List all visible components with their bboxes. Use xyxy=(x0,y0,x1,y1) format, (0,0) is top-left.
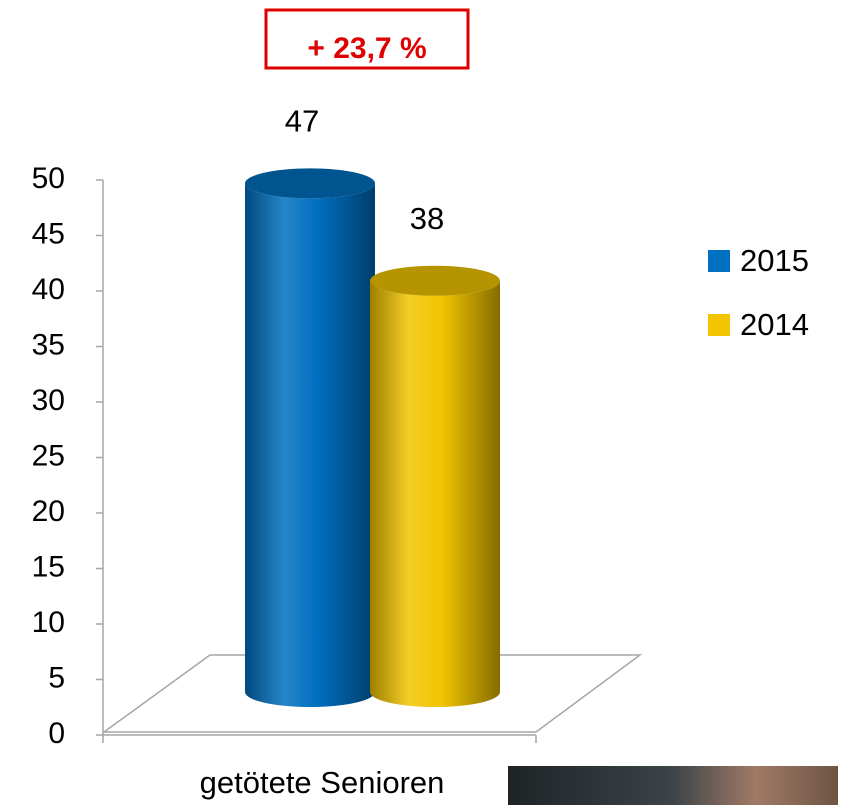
data-label: 47 xyxy=(285,104,319,139)
y-tick-label: 40 xyxy=(32,273,65,306)
bar xyxy=(370,280,500,707)
legend-label: 2015 xyxy=(740,243,809,278)
annotation-box xyxy=(264,8,470,70)
legend-label: 2014 xyxy=(740,307,809,342)
y-tick-label: 50 xyxy=(32,162,65,195)
y-tick-label: 30 xyxy=(32,384,65,417)
bar-top xyxy=(370,265,500,296)
data-label: 38 xyxy=(410,201,444,236)
y-tick-label: 25 xyxy=(32,439,65,472)
bar-top xyxy=(245,168,375,199)
annotation: + 23,7 % xyxy=(307,32,426,65)
y-tick-label: 0 xyxy=(48,717,65,750)
y-tick-label: 10 xyxy=(32,606,65,639)
legend-swatch xyxy=(708,250,730,272)
y-tick-label: 5 xyxy=(48,661,65,694)
y-tick-label: 20 xyxy=(32,495,65,528)
y-tick-label: 15 xyxy=(32,550,65,583)
y-tick-label: 35 xyxy=(32,328,65,361)
x-tick-label: getötete Senioren xyxy=(200,765,445,800)
y-tick-label: 45 xyxy=(32,217,65,250)
legend-swatch xyxy=(708,314,730,336)
photo xyxy=(508,766,838,805)
floor xyxy=(101,654,643,733)
bar xyxy=(245,183,375,707)
